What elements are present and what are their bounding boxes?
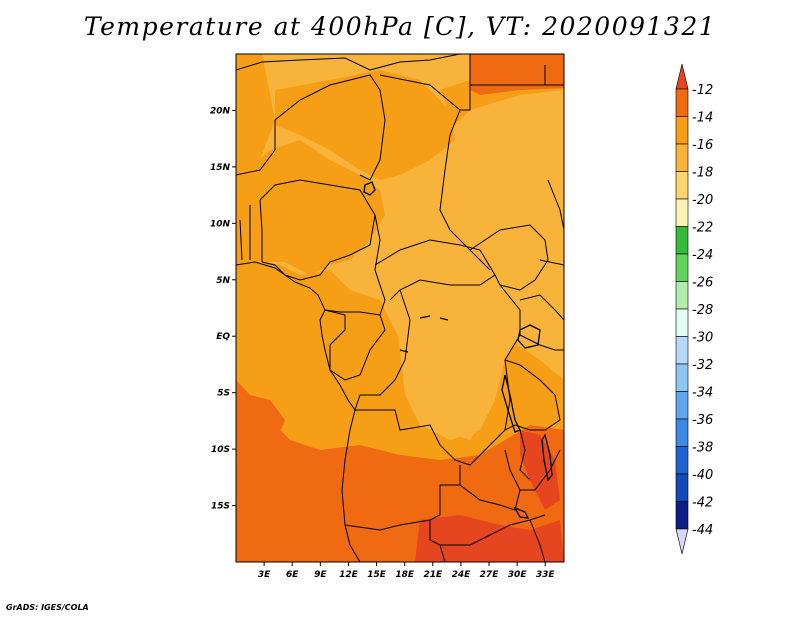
map-title: Temperature at 400hPa [C], VT: 202009132… [83,12,717,41]
border-south-sudan [469,224,549,291]
x-tick-label: 21E [423,570,443,580]
colorbar-top-triangle [675,63,689,90]
colorbar-box [675,253,689,282]
y-axis: 20N 15N 10N 5N EQ 5S 10S 15S [210,106,236,512]
border-ethiopia [539,179,564,266]
colorbar-label: -24 [692,248,713,263]
lake-malawi [541,433,553,482]
x-tick-label: 3E [258,570,271,580]
colorbar-box [675,143,689,172]
coastline-gulf-of-guinea [236,261,356,411]
colorbar-label: -12 [692,83,713,98]
lake-tanganyika [501,374,521,433]
field-region-east-warm [520,430,560,510]
colorbar-box [675,308,689,337]
colorbar-box [675,418,689,447]
border-niger-chad [379,74,564,111]
field-region-south-warm [415,515,564,562]
colorbar-label: -42 [692,496,713,511]
y-tick-label: 15N [210,163,231,173]
y-tick-label: EQ [216,332,230,342]
x-tick-label: 6E [286,570,299,580]
colorbar-label: -14 [692,111,713,126]
border-nigeria [259,179,376,281]
colorbar-label: -26 [692,276,713,291]
x-tick-label: 30E [508,570,528,580]
field-region-west-africa [236,140,385,275]
border-cameroon [324,214,386,316]
x-tick-label: 24E [452,570,472,580]
border-mali-westafrica [236,120,276,176]
colorbar-box [675,226,689,255]
border-angola [341,409,461,531]
colorbar-label: -34 [692,386,713,401]
colorbar-box [675,501,689,530]
x-tick-label: 9E [314,570,327,580]
colorbar-label: -44 [692,523,713,538]
field-region-chad [440,80,470,130]
colorbar-label: -30 [692,331,713,346]
software-credit: GrADS: IGES/COLA [6,603,89,612]
border-malawi [519,429,531,481]
colorbar-bottom-triangle [675,528,689,555]
country-borders [236,54,564,562]
border-algeria-libya [236,54,461,71]
x-tick-label: 18E [395,570,415,580]
x-tick-label: 15E [367,570,387,580]
border-sudan-egypt [469,54,546,85]
y-tick-label: 20N [210,106,231,116]
y-tick-label: 15S [211,502,230,512]
colorbar-label: -16 [692,138,713,153]
x-tick-label: 27E [480,570,500,580]
colorbar-label: -20 [692,193,713,208]
border-namibia-botswana [344,520,491,562]
border-uganda-kenya [519,294,564,351]
colorbar-box [675,336,689,365]
border-benin-togo [239,199,263,262]
y-tick-label: 10S [211,445,230,455]
lake-chad [363,181,376,196]
colorbar-box [675,116,689,145]
colorbar-label: -18 [692,166,713,181]
border-tanzania [504,359,561,431]
field-region-sahara [275,70,455,180]
colorbar-label: -28 [692,303,713,318]
colorbar-label: -36 [692,413,713,428]
colorbar-box [675,473,689,502]
border-congo-gabon [324,309,386,381]
x-axis: 3E 6E 9E 12E 15E 18E 21E 24E 27E 30E 33E [258,562,556,580]
colorbar-box [675,446,689,475]
x-tick-label: 12E [339,570,359,580]
colorbar-box [675,171,689,200]
border-zambia [459,449,521,511]
border-drc [354,284,521,466]
field-region-southwest [236,380,285,470]
y-tick-label: 5N [216,276,230,286]
colorbar-label: -22 [692,221,713,236]
colorbar-box [675,363,689,392]
temperature-field [236,54,564,562]
colorbar-box [675,88,689,117]
y-tick-label: 5S [217,389,230,399]
y-tick-label: 10N [210,219,231,229]
colorbar-label: -40 [692,468,713,483]
map-frame [235,53,565,563]
x-tick-label: 33E [536,570,556,580]
colorbar-box [675,391,689,420]
colorbar: -12 -14 -16 -18 -20 -22 -24 -26 -28 -30 -32 -34 -36 -… [675,63,713,555]
border-zimbabwe-mozambique [489,449,561,562]
lakes [363,181,553,519]
colorbar-box [675,281,689,310]
lake-kariba [513,506,530,519]
lake-congo-marks [399,315,449,353]
lake-victoria [517,324,541,349]
colorbar-label: -38 [692,441,713,456]
colorbar-box [675,198,689,227]
border-mali-niger [274,74,386,181]
colorbar-label: -32 [692,358,713,373]
